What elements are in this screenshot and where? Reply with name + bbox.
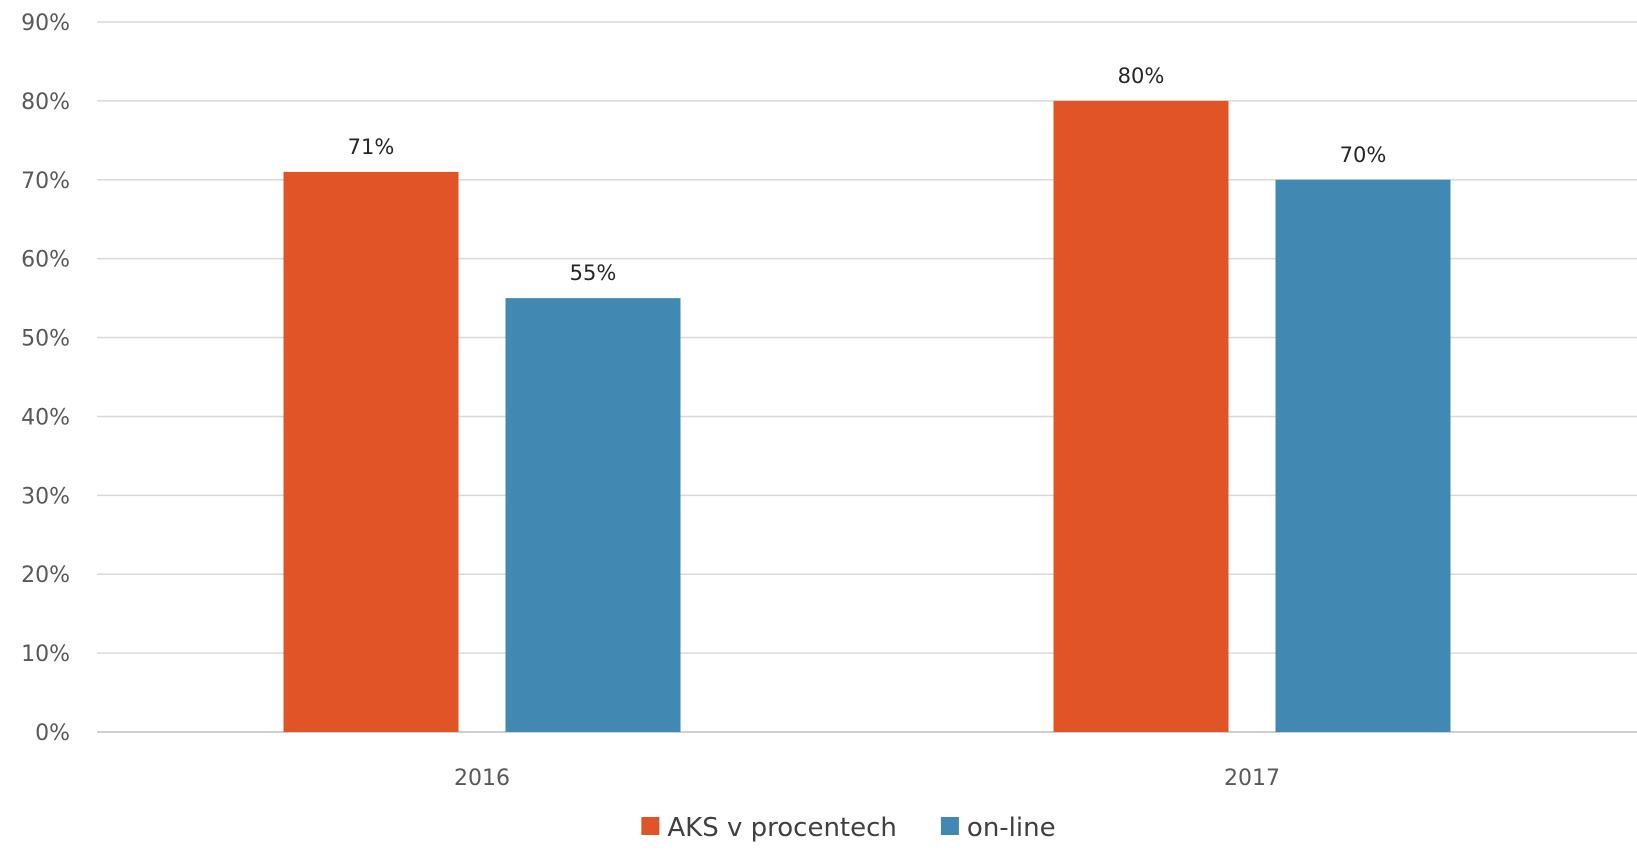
bar-aks-v-procentech-2016 bbox=[283, 171, 459, 732]
bar-aks-v-procentech-2017 bbox=[1053, 100, 1229, 732]
y-tick-label: 70% bbox=[21, 169, 70, 194]
legend-label: AKS v procentech bbox=[667, 813, 897, 843]
y-tick-label: 80% bbox=[21, 90, 70, 115]
x-tick-label: 2016 bbox=[454, 766, 510, 791]
y-axis-ticks: 0% 10% 20% 30% 40% 50% 60% 70% 80% 90% bbox=[21, 11, 70, 746]
data-label: 71% bbox=[348, 135, 395, 159]
data-label: 55% bbox=[570, 261, 617, 285]
x-axis-labels: 2016 2017 bbox=[454, 766, 1280, 791]
y-tick-label: 50% bbox=[21, 327, 70, 352]
y-tick-label: 10% bbox=[21, 642, 70, 667]
legend-label: on-line bbox=[967, 813, 1056, 843]
x-tick-label: 2017 bbox=[1224, 766, 1280, 791]
y-tick-label: 90% bbox=[21, 11, 70, 36]
legend-swatch bbox=[641, 817, 660, 835]
bar-on-line-2017 bbox=[1275, 179, 1451, 732]
y-tick-label: 60% bbox=[21, 248, 70, 273]
y-tick-label: 30% bbox=[21, 484, 70, 509]
legend-swatch bbox=[940, 817, 959, 835]
data-labels: 71% 55% 80% 70% bbox=[348, 64, 1387, 285]
legend: AKS v procentech on-line bbox=[641, 813, 1056, 843]
y-tick-label: 0% bbox=[35, 721, 70, 746]
y-tick-label: 20% bbox=[21, 563, 70, 588]
bar-on-line-2016 bbox=[505, 298, 681, 732]
y-tick-label: 40% bbox=[21, 405, 70, 430]
bars bbox=[283, 100, 1451, 732]
data-label: 80% bbox=[1118, 64, 1165, 88]
data-label: 70% bbox=[1340, 143, 1387, 167]
